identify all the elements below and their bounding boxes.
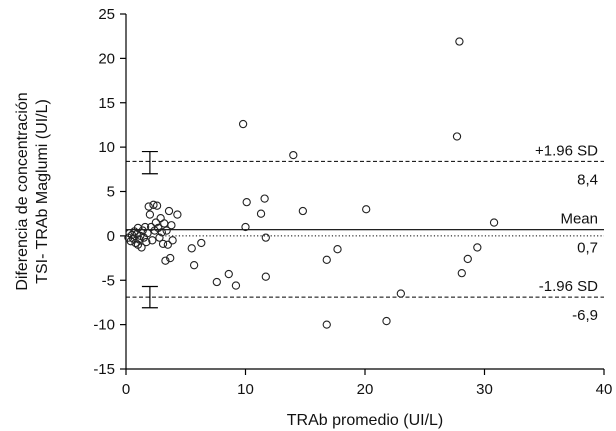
data-point <box>231 281 241 290</box>
data-point <box>362 205 371 214</box>
data-point <box>463 254 472 264</box>
mean-label-bottom: 0,7 <box>577 240 598 257</box>
data-point <box>142 237 151 247</box>
y-tick-label: -10 <box>93 317 115 334</box>
data-point <box>197 238 206 248</box>
data-point <box>455 37 464 46</box>
data-point <box>168 236 177 245</box>
y-tick-label: 0 <box>107 228 115 245</box>
upper-label-bottom: 8,4 <box>577 171 598 188</box>
data-point <box>260 194 269 203</box>
y-ticks: -15 -10 -5 0 5 10 15 20 25 <box>93 6 126 378</box>
data-point <box>382 316 391 326</box>
error-bars <box>141 150 158 309</box>
data-point <box>126 237 135 246</box>
y-tick-label: -15 <box>93 361 115 378</box>
data-point <box>152 201 162 210</box>
y-axis-label-line2: TSI- TRAb Maglumi (UI/L) <box>34 99 51 284</box>
x-axis-label: TRAb promedio (UI/L) <box>287 412 444 429</box>
data-point <box>134 235 144 244</box>
data-point <box>322 320 331 329</box>
data-point <box>189 261 199 270</box>
data-point <box>144 202 153 211</box>
x-tick-label: 20 <box>357 381 374 398</box>
data-point <box>333 245 342 254</box>
x-tick-label: 30 <box>476 381 493 398</box>
y-tick-label: 10 <box>98 139 115 156</box>
reference-lines: +1.96 SD 8,4 Mean 0,7 -1.96 SD -6,9 <box>126 142 604 324</box>
data-point <box>137 243 146 252</box>
data-point <box>166 253 175 263</box>
x-tick-label: 0 <box>122 381 130 398</box>
y-tick-label: 25 <box>98 6 115 23</box>
data-point <box>489 218 499 227</box>
data-point <box>241 222 250 232</box>
lower-label-bottom: -6,9 <box>572 307 598 324</box>
data-point <box>158 239 168 249</box>
y-tick-label: 15 <box>98 95 115 112</box>
mean-label-top: Mean <box>560 211 598 228</box>
data-point <box>167 221 176 230</box>
data-point <box>457 268 466 278</box>
data-point <box>173 210 182 219</box>
data-point <box>149 200 158 209</box>
data-point <box>298 206 308 216</box>
data-point <box>187 244 196 253</box>
data-point <box>164 206 174 216</box>
data-point <box>156 213 165 223</box>
data-point <box>163 240 172 249</box>
data-point <box>155 233 164 242</box>
data-point <box>224 269 233 279</box>
data-point <box>157 228 166 237</box>
data-points <box>124 37 499 329</box>
data-point <box>212 277 221 287</box>
data-point <box>261 233 270 242</box>
data-point <box>256 209 266 218</box>
data-point <box>289 150 298 160</box>
data-point <box>151 218 161 227</box>
data-point <box>396 289 405 298</box>
upper-label-top: +1.96 SD <box>535 142 598 159</box>
y-tick-label: 5 <box>107 184 115 201</box>
data-point <box>145 210 155 219</box>
data-point <box>143 229 152 238</box>
data-point <box>261 272 270 281</box>
y-tick-label: 20 <box>98 50 115 67</box>
data-point <box>148 236 157 245</box>
data-point <box>162 226 171 235</box>
data-point <box>125 229 134 238</box>
data-point <box>473 243 482 252</box>
data-point <box>160 219 169 228</box>
y-axis-label-line1: Diferencia de concentración <box>14 92 31 290</box>
data-point <box>452 132 462 141</box>
data-point <box>322 255 331 264</box>
data-point <box>161 256 170 265</box>
data-point <box>242 197 251 207</box>
axis-labels: TRAb promedio (UI/L) Diferencia de conce… <box>14 92 443 429</box>
lower-label-top: -1.96 SD <box>539 278 598 295</box>
x-ticks: 0 10 20 30 40 <box>122 369 613 398</box>
x-tick-label: 40 <box>596 381 613 398</box>
x-tick-label: 10 <box>237 381 254 398</box>
y-tick-label: -5 <box>102 272 115 289</box>
axes <box>125 14 604 370</box>
data-point <box>238 119 248 129</box>
